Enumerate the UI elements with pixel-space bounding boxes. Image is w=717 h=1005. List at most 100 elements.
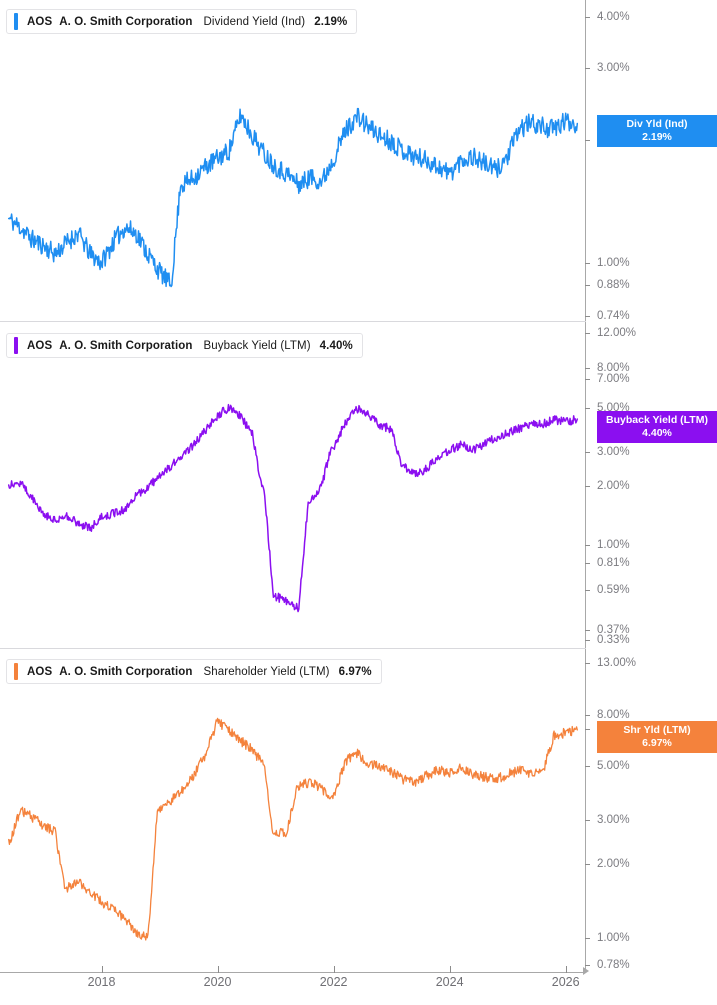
y-axis-tick	[585, 630, 590, 632]
y-axis-tick	[585, 729, 590, 731]
x-axis-tick-label: 2022	[319, 975, 348, 989]
legend-color-swatch	[14, 663, 18, 680]
y-axis-line-panel-1	[585, 0, 586, 321]
legend-shareholder-yield[interactable]: AOS A. O. Smith Corporation Shareholder …	[6, 659, 382, 684]
chart-panel-shareholder-yield: AOS A. O. Smith Corporation Shareholder …	[0, 649, 717, 972]
y-axis-tick-label: 1.00%	[597, 256, 630, 269]
y-axis-tick	[585, 590, 590, 592]
y-axis-tick-label: 13.00%	[597, 657, 637, 670]
legend-buyback-yield[interactable]: AOS A. O. Smith Corporation Buyback Yiel…	[6, 333, 363, 358]
y-axis-tick	[585, 67, 590, 69]
series-line	[8, 717, 578, 941]
y-axis-tick	[585, 765, 590, 767]
legend-value: 2.19%	[314, 15, 348, 28]
panel-divider-1	[0, 321, 586, 322]
y-axis-tick	[585, 863, 590, 865]
badge-value: 4.40%	[642, 426, 672, 439]
y-axis-tick-label: 4.00%	[597, 10, 630, 23]
y-axis-tick	[585, 379, 590, 381]
current-value-badge-shareholder-yield: Shr Yld (LTM) 6.97%	[597, 721, 717, 753]
chart-panel-buyback-yield: AOS A. O. Smith Corporation Buyback Yiel…	[0, 322, 717, 648]
y-axis-tick-label: 3.00%	[597, 445, 630, 458]
x-axis-tick	[449, 966, 451, 973]
y-axis-tick	[585, 663, 590, 665]
legend-color-swatch	[14, 337, 18, 354]
current-value-badge-buyback-yield: Buyback Yield (LTM) 4.40%	[597, 411, 717, 443]
series-line	[7, 403, 579, 613]
legend-metric: Shareholder Yield (LTM)	[203, 665, 330, 678]
y-axis-tick-label: 0.74%	[597, 310, 630, 322]
legend-dividend-yield[interactable]: AOS A. O. Smith Corporation Dividend Yie…	[6, 9, 358, 34]
badge-value: 6.97%	[642, 736, 672, 749]
y-axis-tick-label: 0.33%	[597, 634, 630, 646]
x-axis-tick	[101, 966, 103, 973]
y-axis-tick-label: 0.59%	[597, 584, 630, 597]
x-axis-tick-label: 2024	[435, 975, 464, 989]
x-axis-line	[0, 972, 586, 973]
y-axis-tick	[585, 938, 590, 940]
y-axis-tick-label: 8.00%	[597, 709, 630, 722]
legend-ticker: AOS	[27, 15, 53, 28]
badge-label: Div Yld (Ind)	[626, 118, 688, 130]
y-axis-tick-label: 0.78%	[597, 959, 630, 971]
legend-value: 4.40%	[319, 339, 353, 352]
plot-area-shareholder-yield[interactable]	[0, 649, 586, 972]
y-axis-tick-label: 3.00%	[597, 814, 630, 827]
y-axis-tick	[585, 368, 590, 370]
x-axis-tick-label: 2018	[87, 975, 116, 989]
y-axis-tick	[585, 715, 590, 717]
chart-panel-dividend-yield: AOS A. O. Smith Corporation Dividend Yie…	[0, 0, 717, 322]
x-axis-tick	[565, 966, 567, 973]
badge-value: 2.19%	[642, 130, 672, 143]
legend-value: 6.97%	[338, 665, 372, 678]
legend-metric: Dividend Yield (Ind)	[203, 15, 306, 28]
y-axis-tick-label: 2.00%	[597, 480, 630, 493]
y-axis-tick	[585, 486, 590, 488]
legend-company: A. O. Smith Corporation	[59, 15, 193, 28]
legend-ticker: AOS	[27, 339, 53, 352]
current-value-badge-dividend-yield: Div Yld (Ind) 2.19%	[597, 115, 717, 147]
x-axis-arrow-icon	[583, 967, 589, 975]
y-axis-tick	[585, 16, 590, 18]
y-axis-tick-label: 3.00%	[597, 61, 630, 74]
legend-company: A. O. Smith Corporation	[59, 339, 193, 352]
legend-metric: Buyback Yield (LTM)	[203, 339, 311, 352]
y-axis-tick	[585, 965, 590, 966]
legend-company: A. O. Smith Corporation	[59, 665, 193, 678]
y-axis-tick	[585, 262, 590, 264]
legend-color-swatch	[14, 13, 18, 30]
y-axis-tick-label: 1.00%	[597, 539, 630, 552]
y-axis-tick	[585, 139, 590, 141]
y-axis-tick	[585, 333, 590, 335]
y-axis-tick	[585, 285, 590, 287]
y-axis-tick	[585, 545, 590, 547]
legend-ticker: AOS	[27, 665, 53, 678]
y-axis-tick-label: 2.00%	[597, 857, 630, 870]
badge-label: Shr Yld (LTM)	[623, 724, 691, 736]
badge-label: Buyback Yield (LTM)	[606, 414, 708, 426]
x-axis-tick-label: 2020	[203, 975, 232, 989]
y-axis-tick-label: 1.00%	[597, 932, 630, 945]
y-axis-tick-label: 7.00%	[597, 373, 630, 386]
x-axis-tick	[217, 966, 219, 973]
y-axis-tick	[585, 640, 590, 641]
y-axis-tick-label: 0.37%	[597, 624, 630, 637]
y-axis-tick	[585, 316, 590, 317]
x-axis-tick	[333, 966, 335, 973]
y-axis-tick	[585, 820, 590, 822]
plot-area-buyback-yield[interactable]	[0, 322, 586, 648]
y-axis-line-panel-2	[585, 322, 586, 648]
y-axis-tick-label: 12.00%	[597, 327, 637, 340]
y-axis-tick-label: 5.00%	[597, 759, 630, 772]
y-axis-tick-label: 0.88%	[597, 279, 630, 292]
plot-area-dividend-yield[interactable]	[0, 0, 586, 321]
y-axis-tick-label: 0.81%	[597, 557, 630, 570]
y-axis-tick	[585, 563, 590, 565]
x-axis-tick-label: 2026	[551, 975, 580, 989]
y-axis-tick	[585, 451, 590, 453]
panel-divider-2	[0, 648, 586, 649]
y-axis-tick	[585, 408, 590, 410]
series-line	[7, 107, 579, 288]
y-axis-tick-label: 8.00%	[597, 362, 630, 375]
